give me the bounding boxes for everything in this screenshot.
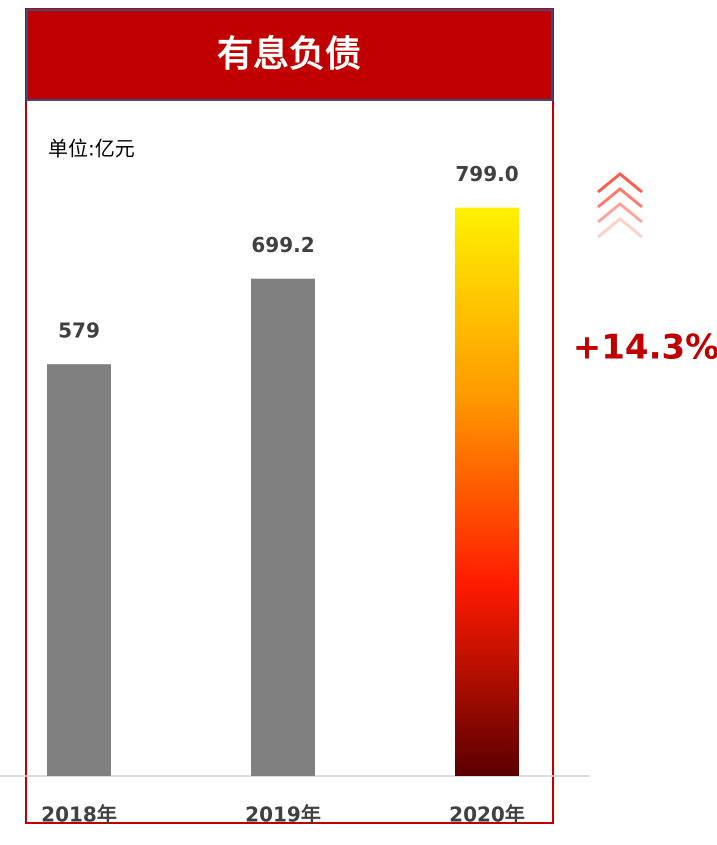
value-label: 579 bbox=[58, 319, 100, 343]
up-chevrons bbox=[597, 172, 643, 239]
x-tick-label: 2020年 bbox=[449, 803, 525, 827]
title-bar bbox=[26, 9, 553, 101]
unit-label: 单位:亿元 bbox=[48, 137, 135, 161]
bar bbox=[455, 207, 519, 776]
bar bbox=[47, 364, 111, 776]
x-tick-label: 2019年 bbox=[245, 803, 321, 827]
value-label: 699.2 bbox=[251, 233, 314, 257]
bar bbox=[251, 278, 315, 776]
chart-title: 有息负债 bbox=[217, 34, 361, 75]
growth-annotation: +14.3% bbox=[573, 328, 717, 368]
value-label: 799.0 bbox=[455, 162, 518, 186]
x-tick-label: 2018年 bbox=[41, 803, 117, 827]
